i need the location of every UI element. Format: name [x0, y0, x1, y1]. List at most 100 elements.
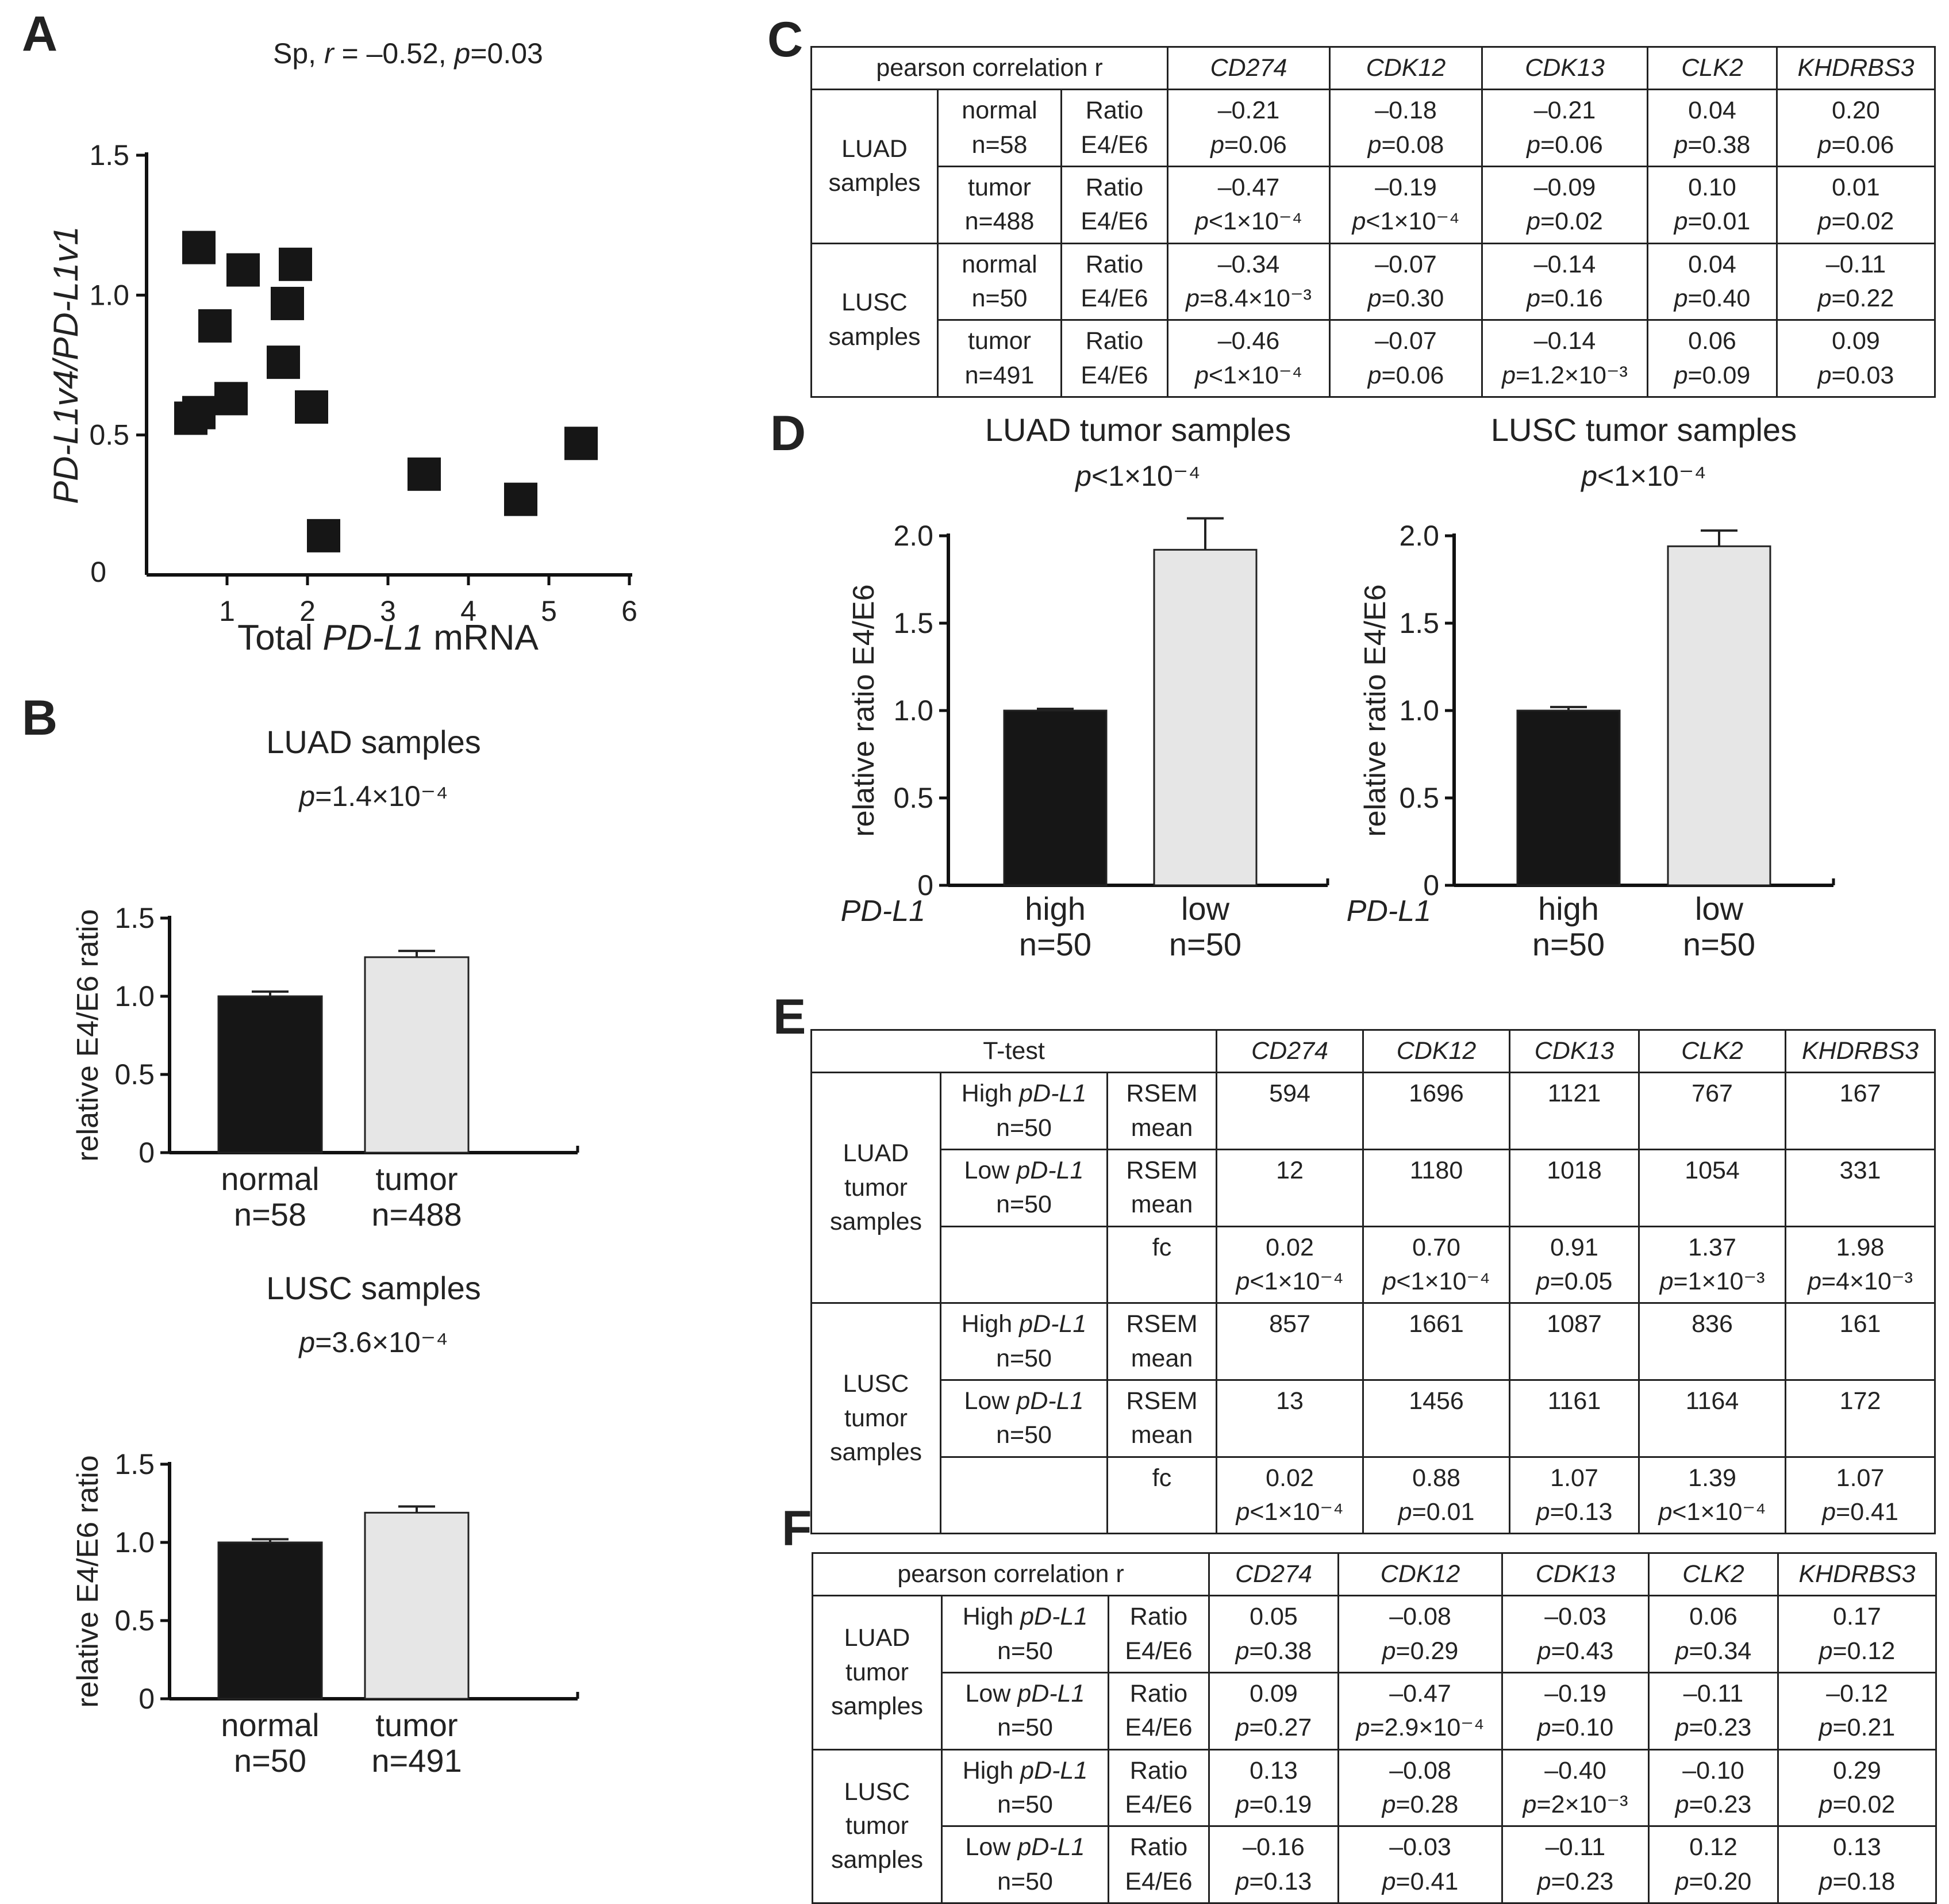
category-n-label: n=50: [1683, 926, 1755, 962]
table-e: T-test CD274 CDK12 CDK13 CLK2 KHDRBS3 LUAD tumo…: [810, 1028, 1936, 1535]
table-row: tumor n=488 Ratio E4/E6 –0.47 p<1×10⁻⁴ –0.19 p<…: [812, 165, 1936, 244]
chart-title: LUSC tumor samples: [1491, 412, 1797, 448]
condition-cell: Low pD-L1 n=50: [941, 1671, 1109, 1751]
category-label: high: [1025, 890, 1086, 927]
measure-cell: RSEM mean: [1106, 1148, 1218, 1227]
table-row: LUSC tumor samples High pD-L1 n=50 Ratio E4/E6…: [812, 1748, 1937, 1904]
measure-cell: RSEM mean: [1106, 1379, 1218, 1458]
value-cell: –0.03 p=0.41: [1337, 1825, 1503, 1904]
value-cell: –0.11 p=0.23: [1648, 1671, 1779, 1751]
y-tick-label: 1.5: [114, 902, 155, 934]
data-point: [307, 519, 340, 552]
category-label: low: [1181, 890, 1230, 927]
bar-tumor: [364, 1511, 470, 1700]
x-tick-label: 4: [460, 595, 476, 627]
category-label: low: [1695, 890, 1744, 927]
table-row: Low pD-L1 n=50 RSEM mean 13 1456 1161 1164 172: [812, 1379, 1936, 1458]
data-point: [198, 309, 232, 343]
header-row: pearson correlation r CD274 CDK12 CDK13 CLK2…: [812, 1552, 1937, 1597]
gene-header: CLK2: [1638, 1028, 1787, 1074]
x-tick-label: 6: [621, 595, 637, 627]
category-label: normal: [221, 1707, 319, 1743]
value-cell: 836: [1638, 1302, 1787, 1381]
measure-cell: fc: [1106, 1225, 1218, 1304]
value-cell: 1087: [1509, 1302, 1640, 1381]
value-cell: 0.06 p=0.34: [1648, 1595, 1779, 1673]
data-point: [174, 401, 207, 435]
value-cell: 13: [1216, 1379, 1364, 1458]
value-cell: –0.19 p=0.10: [1501, 1671, 1650, 1751]
value-cell: –0.03 p=0.43: [1501, 1595, 1650, 1673]
condition-cell: [940, 1225, 1108, 1304]
table-row: LUAD samples normal n=58 Ratio E4/E6 –0.21 p=0.…: [810, 89, 1936, 244]
value-cell: –0.12 p=0.21: [1777, 1671, 1937, 1751]
value-cell: –0.19 p<1×10⁻⁴: [1329, 165, 1483, 244]
bar-chart-b-luad: LUAD samplesp=1.4×10⁻⁴00.51.01.5normaln=…: [71, 724, 579, 1233]
value-cell: 0.01 p=0.02: [1776, 165, 1936, 244]
gene-header: CDK13: [1481, 45, 1648, 91]
data-point: [564, 427, 598, 460]
value-cell: –0.21 p=0.06: [1481, 89, 1648, 167]
chart-title: LUSC samples: [266, 1270, 480, 1306]
group-label-cell: LUAD tumor samples: [810, 1072, 941, 1304]
value-cell: 331: [1785, 1148, 1936, 1227]
chart-title: LUAD samples: [266, 724, 480, 760]
x-tick-label: 3: [380, 595, 396, 627]
value-cell: 0.06 p=0.09: [1647, 319, 1778, 398]
data-point: [226, 253, 260, 287]
y-axis-label: PD-L1v4/PD-L1v1: [47, 226, 85, 504]
y-tick-label: 0.5: [893, 782, 933, 814]
data-point: [408, 457, 441, 491]
header-row: pearson correlation r CD274 CDK12 CDK13 CLK2…: [810, 45, 1936, 91]
condition-cell: Low pD-L1 n=50: [941, 1825, 1109, 1904]
bar-high: [1516, 709, 1621, 886]
gene-header: CD274: [1208, 1552, 1339, 1597]
gene-header: CLK2: [1648, 1552, 1779, 1597]
value-cell: 0.17 p=0.12: [1777, 1595, 1937, 1673]
condition-cell: High pD-L1 n=50: [941, 1595, 1109, 1673]
bar-low: [1667, 545, 1771, 886]
y-axis-label: relative ratio E4/E6: [1359, 584, 1392, 836]
value-cell: 0.13 p=0.19: [1208, 1748, 1339, 1828]
gene-header: CLK2: [1647, 45, 1778, 91]
p-value-label: p<1×10⁻⁴: [1074, 460, 1201, 492]
value-cell: 1661: [1362, 1302, 1511, 1381]
group-label-cell: LUAD samples: [810, 89, 939, 244]
y-tick-label: 0.5: [1399, 782, 1439, 814]
bar-low: [1153, 548, 1258, 886]
y-tick-label: 2.0: [1399, 520, 1439, 552]
y-tick-label: 2.0: [893, 520, 933, 552]
value-cell: 1.07 p=0.13: [1509, 1456, 1640, 1535]
value-cell: 0.20 p=0.06: [1776, 89, 1936, 167]
measure-cell: Ratio E4/E6: [1108, 1825, 1210, 1904]
value-cell: 0.70 p<1×10⁻⁴: [1362, 1225, 1511, 1304]
condition-cell: Low pD-L1 n=50: [940, 1379, 1108, 1458]
data-point: [214, 382, 248, 416]
value-cell: –0.09 p=0.02: [1481, 165, 1648, 244]
bar-tumor: [364, 956, 470, 1154]
table-row: LUAD tumor samples High pD-L1 n=50 RSEM mean 59…: [810, 1072, 1936, 1304]
value-cell: –0.08 p=0.29: [1337, 1595, 1503, 1673]
value-cell: 0.09 p=0.03: [1776, 319, 1936, 398]
group-label: PD-L1: [1347, 895, 1431, 928]
group-label: PD-L1: [841, 895, 925, 928]
gene-header: KHDRBS3: [1785, 1028, 1936, 1074]
value-cell: –0.21 p=0.06: [1167, 89, 1331, 167]
data-point: [271, 286, 304, 320]
gene-header: CDK13: [1509, 1028, 1640, 1074]
x-tick-label: 1: [219, 595, 235, 627]
bar-normal: [217, 1541, 323, 1700]
value-cell: –0.07 p=0.30: [1329, 242, 1483, 321]
table-row: Low pD-L1 n=50 RSEM mean 12 1180 1018 1054 331: [812, 1148, 1936, 1227]
table-f: pearson correlation r CD274 CDK12 CDK13 CLK2…: [812, 1552, 1937, 1904]
table-row: LUSC tumor samples High pD-L1 n=50 RSEM mean 85…: [810, 1302, 1936, 1535]
value-cell: 172: [1785, 1379, 1936, 1458]
gene-header: CDK12: [1329, 45, 1483, 91]
value-cell: 167: [1785, 1072, 1936, 1150]
value-cell: –0.14 p=1.2×10⁻³: [1481, 319, 1648, 398]
data-point: [295, 390, 328, 424]
gene-header: KHDRBS3: [1777, 1552, 1937, 1597]
bar-chart-d-luad: LUAD tumor samples p<1×10⁻⁴ 0 0.5 1.0 1.5 2.0 h…: [841, 412, 1329, 962]
value-cell: 0.10 p=0.01: [1647, 165, 1778, 244]
value-cell: –0.11 p=0.23: [1501, 1825, 1650, 1904]
